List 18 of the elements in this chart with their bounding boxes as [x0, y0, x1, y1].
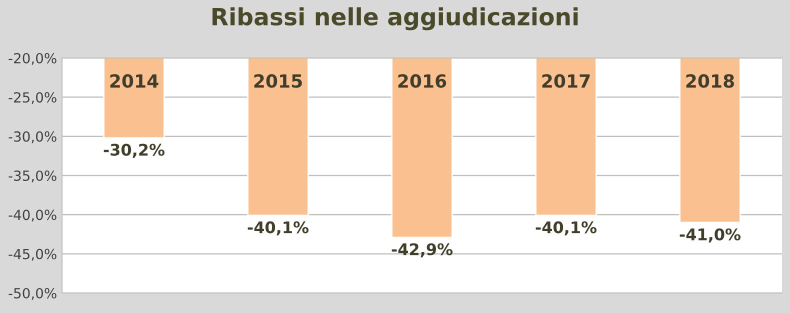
- y-tick-label: -20,0%: [8, 52, 56, 65]
- y-tick-label: -50,0%: [8, 288, 56, 300]
- chart-title: Ribassi nelle aggiudicazioni: [212, 7, 578, 30]
- y-tick-label: -35,0%: [8, 170, 56, 182]
- x-tick-label: 2017: [542, 74, 590, 88]
- data-label: -42,9%: [392, 243, 453, 258]
- y-tick-label: -25,0%: [8, 92, 56, 104]
- y-tick-label: -30,0%: [8, 131, 56, 144]
- y-tick-label: -40,0%: [8, 210, 56, 222]
- data-label: -30,2%: [104, 144, 165, 158]
- data-label: -41,0%: [680, 228, 741, 242]
- x-tick-label: 2015: [254, 74, 302, 88]
- data-label: -40,1%: [248, 221, 309, 236]
- x-tick-label: 2014: [110, 74, 158, 88]
- data-label: -40,1%: [536, 221, 597, 236]
- y-tick-label: -45,0%: [8, 248, 56, 261]
- x-tick-label: 2016: [398, 74, 446, 88]
- x-tick-label: 2018: [686, 74, 734, 88]
